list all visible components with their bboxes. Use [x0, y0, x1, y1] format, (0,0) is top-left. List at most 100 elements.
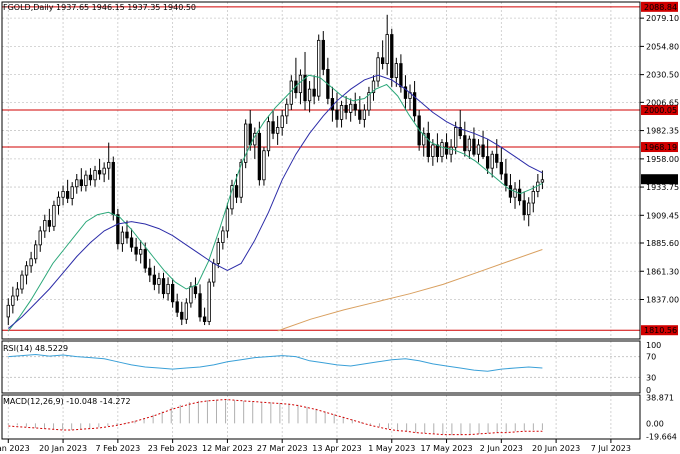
candle-body	[234, 185, 239, 198]
candle-body	[38, 230, 42, 246]
candle-body	[454, 127, 458, 148]
candle-body	[380, 57, 385, 64]
candle-body	[230, 185, 234, 210]
candle-body	[248, 123, 252, 146]
price-tick-label: 1861.30	[646, 267, 679, 276]
candle-body	[157, 278, 161, 285]
candle-body	[307, 88, 312, 102]
candle-body	[312, 88, 316, 97]
candle-body	[513, 188, 517, 198]
moving-averages	[7, 74, 543, 332]
current-price-badge	[641, 174, 678, 185]
candle-body	[394, 63, 398, 78]
candle-body	[435, 144, 440, 157]
candle-body	[120, 231, 125, 245]
candle-body	[239, 161, 243, 198]
rsi-tick-label: 0	[646, 386, 651, 395]
price-tick-label: 2030.50	[646, 71, 679, 80]
candle-body	[449, 146, 453, 155]
date-tick-label: 1 May 2023	[368, 444, 415, 453]
candle-body	[349, 103, 353, 113]
price-tick-label: 1837.00	[646, 295, 679, 304]
candle-body	[298, 74, 303, 94]
price-tick-label: 2079.10	[646, 14, 679, 23]
candle-body	[344, 105, 348, 113]
candle-body	[24, 265, 29, 276]
current-price-label: 1940.50	[644, 175, 677, 184]
candle-body	[88, 174, 93, 181]
candle-body	[531, 191, 535, 204]
candle-body	[481, 144, 485, 157]
date-tick-label: 4 Jan 2023	[0, 444, 30, 453]
candle-body	[371, 80, 376, 94]
candle-body	[485, 156, 490, 169]
candle-body	[93, 170, 97, 181]
candle-body	[280, 115, 284, 128]
level-label: 2088.84	[644, 3, 677, 12]
candle-body	[29, 258, 33, 267]
candle-body	[166, 283, 170, 295]
date-tick-label: 7 Feb 2023	[95, 444, 140, 453]
price-tick-label: 1885.60	[646, 239, 679, 248]
candle-body	[463, 135, 467, 152]
candle-body	[303, 74, 307, 102]
date-tick-label: 17 May 2023	[420, 444, 472, 453]
candle-body	[262, 150, 266, 181]
symbol-line: FGOLD,Daily 1937.65 1946.15 1937.35 1940…	[3, 3, 196, 12]
date-tick-label: 13 Apr 2023	[312, 444, 361, 453]
candle-body	[422, 132, 426, 146]
candle-body	[221, 230, 225, 243]
price-tick-label: 1909.45	[646, 211, 679, 220]
candle-body	[56, 196, 61, 206]
level-badge	[641, 105, 678, 116]
macd-panel: 38.871 0.00 -19.664	[7, 394, 677, 441]
date-tick-label: 23 Feb 2023	[148, 444, 198, 453]
date-tick-label: 12 Mar 2023	[202, 444, 253, 453]
date-tick-label: 20 Jun 2023	[532, 444, 580, 453]
candles	[6, 14, 545, 326]
candle-body	[102, 167, 106, 175]
candle-body	[504, 173, 508, 187]
rsi-tick-label: 70	[646, 353, 656, 362]
candle-body	[152, 274, 157, 285]
candle-body	[129, 237, 134, 248]
candle-body	[143, 249, 147, 269]
candle-body	[467, 138, 472, 152]
level-label: 1968.19	[644, 143, 677, 152]
candle-body	[193, 286, 198, 295]
candle-body	[490, 153, 494, 169]
candle-body	[70, 186, 74, 199]
candle-body	[385, 34, 389, 64]
candle-body	[139, 249, 143, 255]
rsi-panel-frame	[1, 340, 641, 394]
main-panel-frame	[1, 1, 641, 340]
candle-body	[97, 170, 102, 175]
level-badge	[641, 1, 678, 12]
date-tick-label: 27 Mar 2023	[257, 444, 308, 453]
candle-body	[399, 63, 403, 88]
candle-body	[403, 86, 408, 99]
price-tick-label: 2054.80	[646, 42, 679, 51]
candle-body	[426, 132, 430, 157]
candle-body	[495, 153, 499, 163]
date-tick-label: 20 Jan 2023	[39, 444, 87, 453]
candle-body	[43, 220, 47, 232]
level-label: 2000.05	[644, 106, 677, 115]
price-tick-label: 1982.35	[646, 127, 679, 136]
candle-body	[116, 214, 120, 245]
candle-body	[148, 267, 152, 276]
macd-signal-line	[8, 398, 543, 436]
candle-body	[257, 132, 262, 181]
date-tick-label: 7 Jul 2023	[591, 444, 631, 453]
candle-body	[202, 316, 207, 322]
ma-slow-line	[7, 74, 543, 329]
ma-long-line	[277, 249, 543, 332]
candle-body	[184, 302, 188, 320]
candle-body	[540, 179, 545, 183]
candle-body	[317, 39, 321, 97]
candle-body	[84, 174, 88, 187]
macd-panel-frame	[1, 394, 641, 440]
candle-body	[75, 179, 79, 188]
